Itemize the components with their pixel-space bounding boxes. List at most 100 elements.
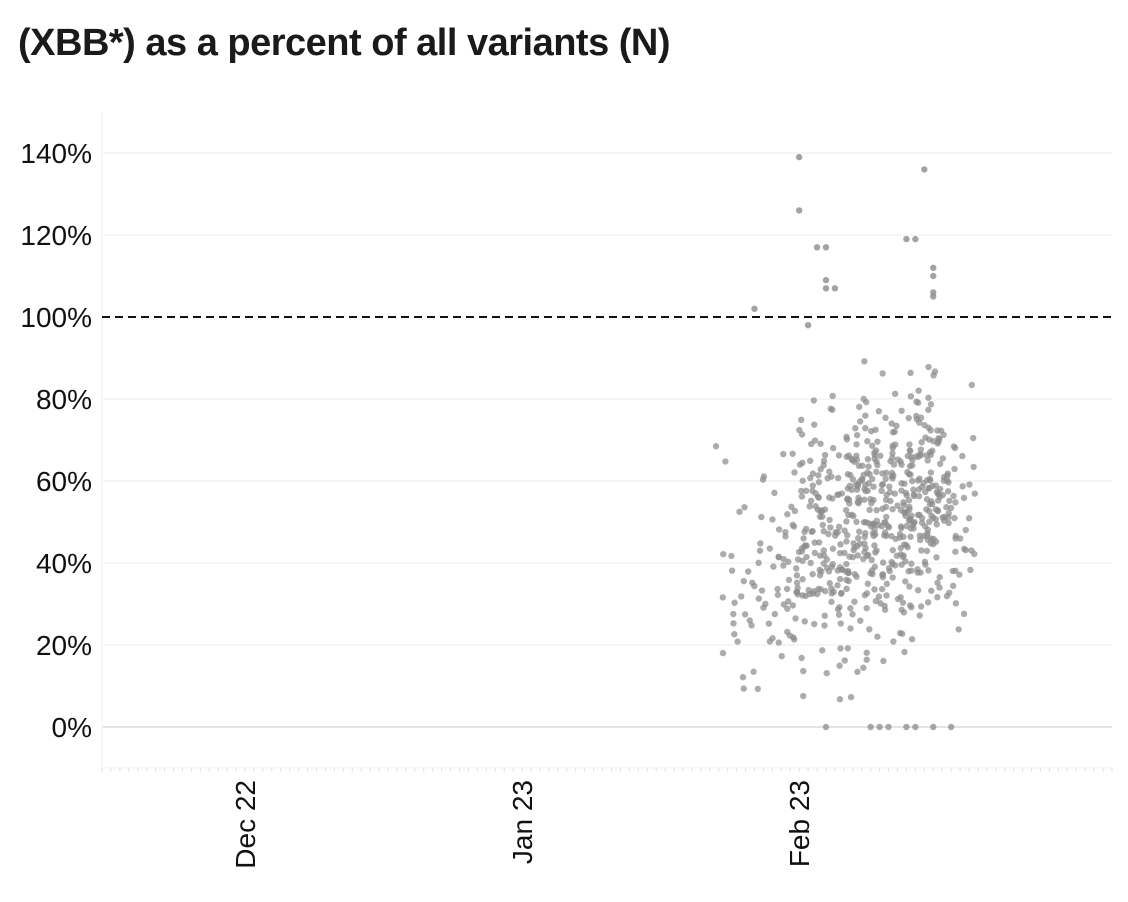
scatter-point [946,589,953,596]
scatter-point [918,451,925,459]
scatter-point [887,497,894,505]
scatter-point [809,482,817,489]
scatter-point [799,477,806,484]
scatter-point [784,511,791,518]
scatter-point [908,567,915,574]
scatter-point-zero [903,723,910,731]
scatter-point [847,625,854,632]
scatter-point [848,455,855,463]
scatter-point [841,549,848,557]
scatter-point [889,450,896,457]
scatter-point [783,585,791,593]
scatter-point [755,559,762,567]
scatter-point [809,570,816,578]
scatter-point [944,488,952,495]
scatter-point [879,571,886,579]
scatter-point [793,572,801,579]
scatter-point [936,460,944,468]
scatter-point [860,471,867,479]
scatter-point [952,567,959,574]
scatter-point [780,601,788,608]
scatter-point [925,394,932,401]
scatter-point [893,422,900,430]
scatter-point [820,547,827,554]
scatter-point [889,574,896,581]
scatter-point [815,472,822,479]
scatter-point [952,548,959,555]
scatter-point [871,449,878,456]
scatter-point-outlier [903,235,910,243]
y-tick-label: 80% [36,384,92,415]
scatter-point-outlier [930,264,937,271]
scatter-point [798,493,806,500]
scatter-point [836,696,844,703]
scatter-point [798,431,806,438]
scatter-point [834,582,841,589]
scatter-point [756,547,764,554]
scatter-point [883,532,890,539]
scatter-point [960,610,968,618]
scatter-point [898,407,905,414]
scatter-point [750,668,757,675]
scatter-point [844,645,852,652]
scatter-point [849,476,857,483]
scatter-point [892,562,899,569]
scatter-point [909,462,916,469]
scatter-point [889,429,897,436]
scatter-point [898,487,905,494]
scatter-point [932,538,940,545]
scatter-point [835,491,842,498]
scatter-point [932,482,940,489]
scatter-point [866,626,873,633]
scatter-point [837,541,844,548]
scatter-point [845,569,852,577]
scatter-point [908,453,915,461]
scatter-point [738,593,745,600]
scatter-point [819,513,826,520]
x-tick-label: Dec 22 [230,780,261,869]
scatter-point-outlier [930,293,937,300]
scatter-point [908,636,916,643]
scatter-point-zero [867,723,874,731]
scatter-point [755,595,763,602]
scatter-point [774,591,782,599]
scatter-point [800,667,807,675]
scatter-point [906,441,913,448]
scatter-point [853,441,860,448]
scatter-point [854,668,861,676]
scatter-point-zero [930,723,937,731]
scatter-point [952,600,960,607]
scatter-point [951,514,958,522]
scatter-point [966,481,973,488]
scatter-point [811,549,819,557]
scatter-point [829,392,836,400]
scatter-point [730,610,737,618]
scatter-point [769,516,776,523]
scatter-point [962,546,969,554]
scatter-point [820,528,828,535]
scatter-point [821,622,828,629]
scatter-point [898,461,905,468]
y-tick-label: 0% [52,712,92,743]
scatter-point [778,652,785,660]
scatter-point [800,692,807,700]
scatter-point [736,508,743,515]
scatter-point [897,551,904,558]
scatter-point [933,521,940,528]
scatter-point [971,490,979,497]
scatter-point-outlier [822,285,830,292]
scatter-point [853,456,861,463]
scatter-point [915,387,922,394]
scatter-point [905,497,913,504]
scatter-point [829,560,836,568]
scatter-point [825,530,832,538]
scatter-point-outlier [912,235,919,243]
scatter-point [731,631,738,638]
scatter-point [908,604,915,611]
scatter-point [846,500,853,507]
scatter-point [872,531,879,538]
scatter-point [798,416,805,424]
scatter-point [906,503,913,511]
scatter-point [864,438,871,445]
scatter-point [868,499,875,507]
